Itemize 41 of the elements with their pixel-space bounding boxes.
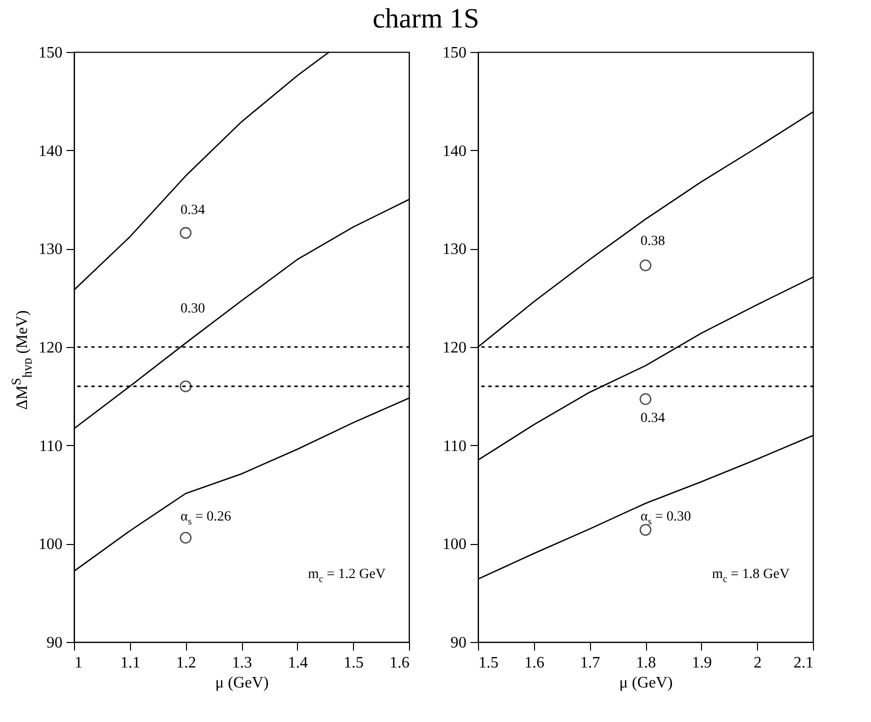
point xyxy=(180,532,192,544)
point xyxy=(640,524,652,536)
point xyxy=(180,227,192,239)
x-tick-label: 1.1 xyxy=(120,654,140,672)
x-axis-title: μ (GeV) xyxy=(619,674,673,692)
annotation: 0.34 xyxy=(180,203,206,218)
point xyxy=(180,380,192,392)
x-tick-label: 1.7 xyxy=(580,654,600,672)
x-tick-label: 1.6 xyxy=(390,654,410,672)
annotation: 0.30 xyxy=(180,302,206,317)
x-tick-label: 2.1 xyxy=(794,654,814,672)
x-tick-label: 1.4 xyxy=(288,654,308,672)
point xyxy=(640,260,652,272)
y-tick-label: 140 xyxy=(442,142,466,160)
y-tick-label: 120 xyxy=(38,340,62,356)
y-tick-label: 100 xyxy=(442,536,466,554)
y-tick-label: 130 xyxy=(442,241,466,258)
y-tick-label: 110 xyxy=(443,438,466,455)
x-tick-label: 1.2 xyxy=(176,654,196,672)
x-tick-label: 1 xyxy=(74,654,82,672)
y-tick-label: 130 xyxy=(38,241,62,258)
y-tick-label: 90 xyxy=(450,634,466,652)
x-tick-label: 1.9 xyxy=(692,654,712,672)
chart-title: charm 1S xyxy=(372,3,480,34)
x-tick-label: 1.8 xyxy=(636,654,656,672)
y-tick-label: 140 xyxy=(38,142,62,160)
x-axis-title: μ (GeV) xyxy=(215,674,269,692)
x-tick-label: 2 xyxy=(754,654,762,672)
x-tick-label: 1.5 xyxy=(478,654,498,672)
y-tick-label: 90 xyxy=(46,634,62,652)
x-tick-label: 1.3 xyxy=(232,654,252,672)
x-tick-label: 1.5 xyxy=(344,654,364,672)
y-tick-label: 150 xyxy=(38,44,62,62)
point xyxy=(640,393,652,405)
x-tick-label: 1.6 xyxy=(524,654,544,672)
y-tick-label: 110 xyxy=(39,438,62,455)
annotation: 0.34 xyxy=(640,410,665,426)
annotation: 0.38 xyxy=(640,234,665,249)
y-tick-label: 120 xyxy=(442,340,466,356)
y-tick-label: 150 xyxy=(442,44,466,62)
y-tick-label: 100 xyxy=(38,536,62,554)
